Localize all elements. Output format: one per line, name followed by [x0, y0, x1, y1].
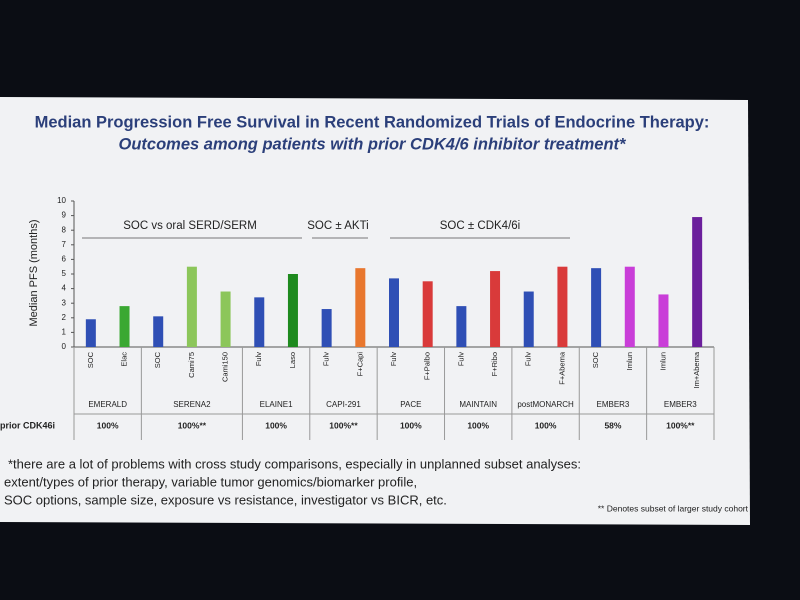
bar — [321, 309, 332, 347]
y-tick-label: 0 — [62, 342, 67, 351]
chart-subtitle: Outcomes among patients with prior CDK4/… — [119, 135, 628, 153]
prior-value: 100% — [400, 420, 422, 430]
x-tick-label: Imlun — [658, 352, 667, 370]
y-tick-label: 2 — [62, 313, 67, 322]
x-tick-label: F+Ribo — [490, 352, 499, 376]
group-label: postMONARCH — [517, 400, 574, 409]
bar — [624, 266, 635, 347]
annotation: SOC ± AKTi — [307, 220, 368, 232]
x-tick-label: Fulv — [389, 352, 398, 366]
bar — [153, 316, 164, 347]
bar — [389, 278, 399, 347]
prior-value: 100% — [467, 420, 489, 430]
slide — [0, 97, 750, 525]
bar — [557, 266, 568, 347]
row-label: prior CDK46i — [0, 420, 55, 430]
x-tick-label: SOC — [591, 351, 600, 368]
x-tick-label: Laso — [288, 352, 297, 368]
prior-value: 100%** — [666, 420, 695, 430]
bar — [119, 306, 130, 347]
x-tick-label: Fulv — [524, 352, 533, 366]
footnote: SOC options, sample size, exposure vs re… — [4, 492, 447, 507]
x-tick-label: F+Palbo — [423, 352, 432, 380]
prior-value: 100%** — [329, 420, 358, 430]
y-tick-label: 10 — [57, 196, 66, 205]
x-tick-label: Elac — [120, 352, 129, 367]
bar — [523, 291, 534, 347]
x-tick-label: Imlun — [625, 352, 634, 370]
y-tick-label: 5 — [62, 269, 67, 278]
bar — [220, 291, 231, 347]
bar — [591, 268, 602, 347]
x-tick-label: Fulv — [254, 352, 263, 366]
x-tick-label: SOC — [153, 351, 162, 368]
y-tick-label: 7 — [62, 240, 67, 249]
y-tick-label: 1 — [62, 328, 67, 337]
footnote: extent/types of prior therapy, variable … — [4, 474, 417, 489]
group-label: PACE — [400, 400, 421, 409]
prior-value: 58% — [604, 420, 621, 430]
x-tick-label: Fulv — [322, 352, 331, 366]
prior-value: 100% — [265, 420, 287, 430]
x-tick-label: Cami75 — [187, 352, 196, 378]
prior-value: 100%** — [178, 420, 207, 430]
bar — [658, 294, 669, 347]
x-tick-label: F+Abema — [557, 351, 566, 385]
group-label: EMBER3 — [664, 400, 697, 409]
x-tick-label: SOC — [86, 351, 95, 368]
y-tick-label: 8 — [62, 225, 67, 234]
bar — [254, 297, 265, 347]
bar — [85, 319, 96, 347]
annotation: SOC vs oral SERD/SERM — [123, 220, 257, 232]
y-tick-label: 4 — [62, 284, 67, 293]
bar — [692, 217, 703, 347]
group-label: SERENA2 — [173, 400, 211, 409]
bar — [355, 268, 366, 347]
annotation: SOC ± CDK4/6i — [440, 220, 520, 232]
group-label: CAPI-291 — [326, 400, 361, 409]
x-tick-label: F+Capi — [355, 352, 364, 377]
y-tick-label: 6 — [62, 255, 67, 264]
bar — [422, 281, 433, 347]
y-axis-label: Median PFS (months) — [28, 220, 40, 327]
group-label: MAINTAIN — [459, 400, 497, 409]
chart-title: Median Progression Free Survival in Rece… — [35, 113, 710, 131]
group-label: EMBER3 — [596, 400, 629, 409]
footnote: *there are a lot of problems with cross … — [8, 456, 581, 471]
group-label: EMERALD — [88, 400, 127, 409]
bar — [287, 274, 298, 347]
x-tick-label: Fulv — [456, 352, 465, 366]
group-label: ELAINE1 — [260, 400, 293, 409]
bar — [456, 306, 467, 347]
bar — [186, 266, 197, 347]
x-tick-label: Im+Abema — [692, 351, 701, 388]
prior-value: 100% — [97, 420, 119, 430]
y-tick-label: 9 — [62, 211, 67, 220]
x-tick-label: Cami150 — [221, 352, 230, 382]
source-note: ** Denotes subset of larger study cohort — [598, 503, 749, 513]
prior-value: 100% — [535, 420, 557, 430]
y-tick-label: 3 — [62, 298, 67, 307]
bar — [490, 271, 501, 347]
